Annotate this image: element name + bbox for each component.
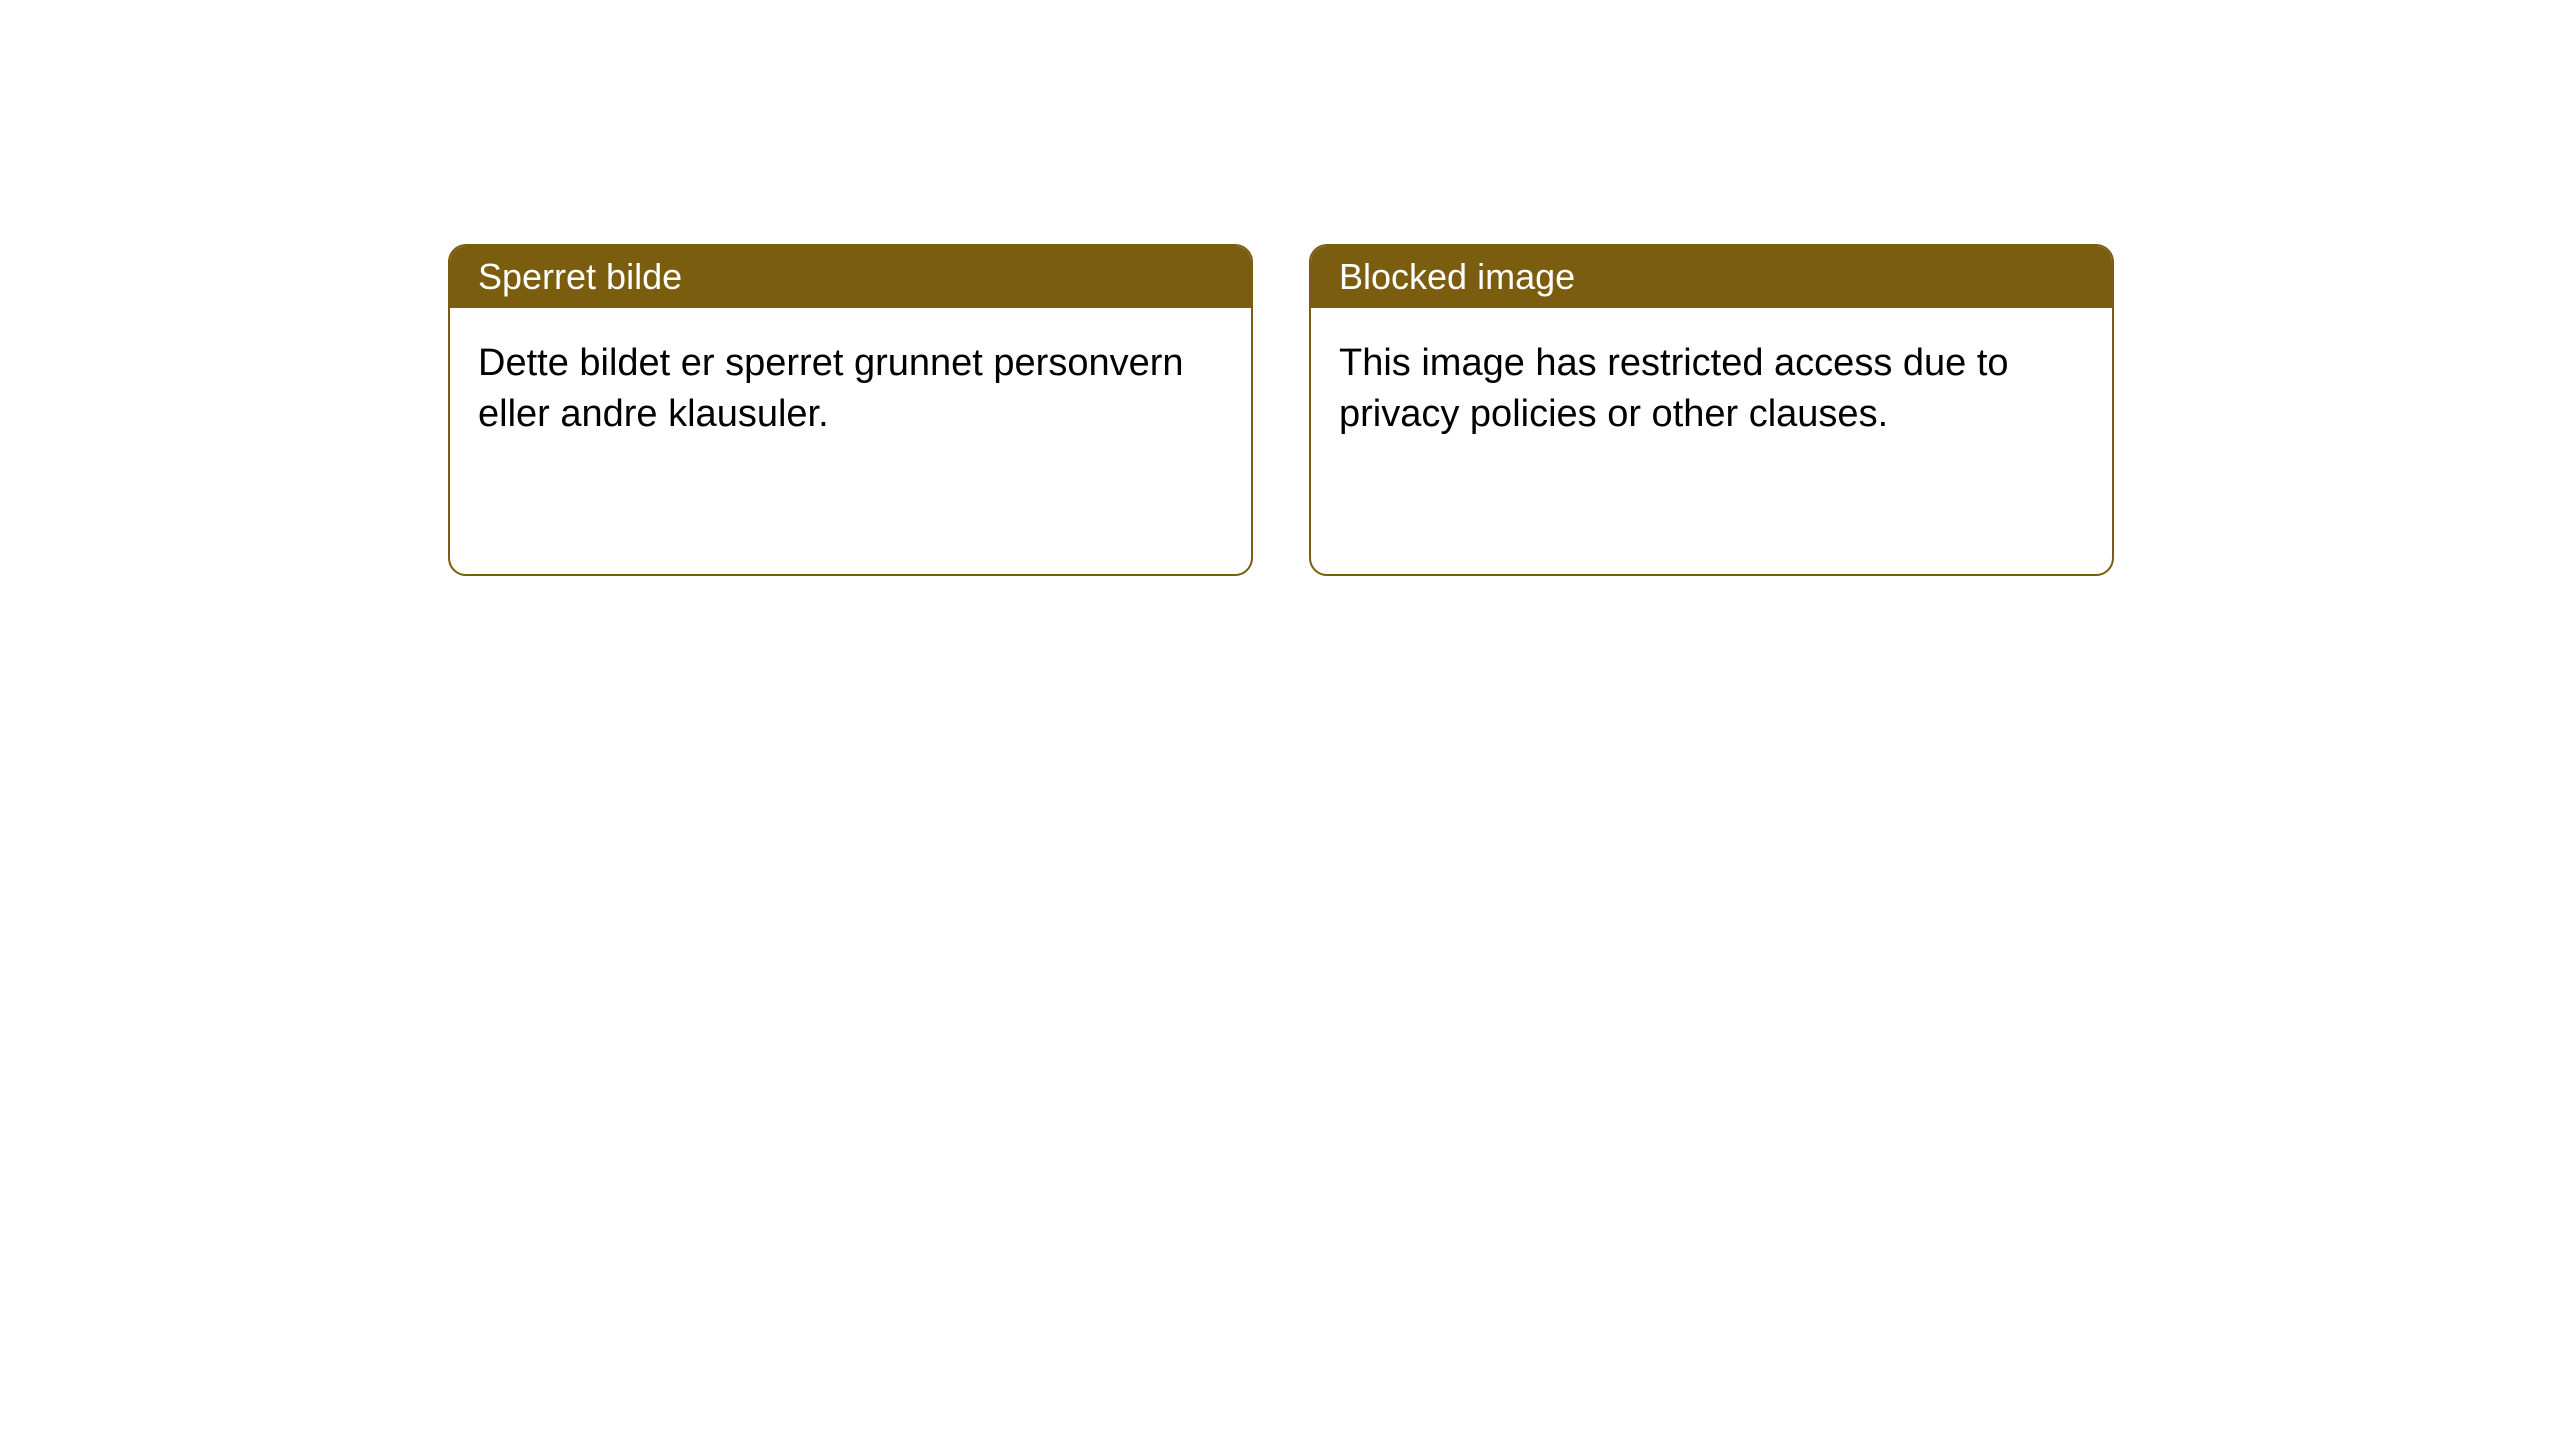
card-header-english: Blocked image [1311, 246, 2112, 308]
card-message-english: This image has restricted access due to … [1339, 342, 2009, 435]
card-message-norwegian: Dette bildet er sperret grunnet personve… [478, 342, 1184, 435]
card-title-english: Blocked image [1339, 256, 1575, 297]
card-body-english: This image has restricted access due to … [1311, 308, 2112, 471]
blocked-image-card-norwegian: Sperret bilde Dette bildet er sperret gr… [448, 244, 1253, 576]
blocked-image-card-english: Blocked image This image has restricted … [1309, 244, 2114, 576]
card-title-norwegian: Sperret bilde [478, 256, 682, 297]
card-body-norwegian: Dette bildet er sperret grunnet personve… [450, 308, 1251, 471]
card-header-norwegian: Sperret bilde [450, 246, 1251, 308]
notice-cards-container: Sperret bilde Dette bildet er sperret gr… [448, 244, 2114, 576]
